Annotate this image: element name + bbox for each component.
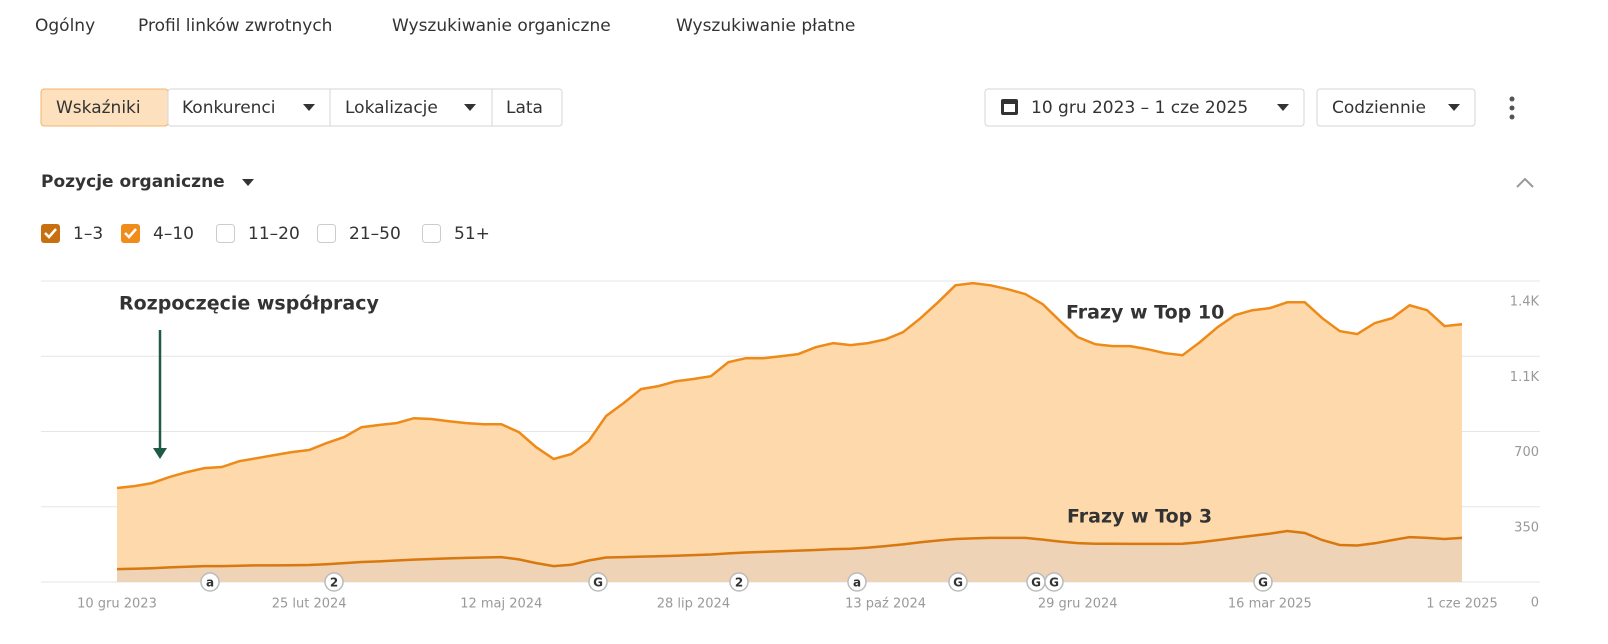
tab[interactable]: Wyszukiwanie płatne (676, 16, 855, 36)
event-label: G (1258, 576, 1268, 590)
filter-label: 11–20 (248, 224, 300, 244)
caret (303, 104, 315, 111)
checkbox[interactable] (422, 224, 441, 243)
tab[interactable]: Ogólny (35, 16, 95, 36)
x-tick-label: 29 gru 2024 (1038, 597, 1118, 612)
event-marker[interactable] (847, 572, 867, 592)
event-label: G (1031, 576, 1041, 590)
event-label: G (953, 576, 963, 590)
annotation-arrowhead (153, 448, 167, 459)
filter-button[interactable]: Konkurenci (182, 98, 276, 118)
caret (1448, 104, 1460, 111)
filter-label: 21–50 (349, 224, 401, 244)
event-marker[interactable] (1044, 572, 1064, 592)
interval[interactable]: Codziennie (1332, 98, 1426, 118)
filter-button[interactable]: Lokalizacje (345, 98, 438, 118)
caret (464, 104, 476, 111)
x-tick-label: 13 paź 2024 (845, 597, 926, 612)
y-tick-label: 1.1K (1510, 370, 1540, 385)
series-label: Frazy w Top 10 (1066, 302, 1224, 324)
x-tick-label: 12 maj 2024 (460, 597, 542, 612)
event-label: a (853, 576, 861, 590)
annotation: Rozpoczęcie współpracy (119, 293, 380, 315)
x-tick-label: 16 mar 2025 (1228, 597, 1312, 612)
x-tick-label: 25 lut 2024 (272, 597, 347, 612)
checkbox[interactable] (216, 224, 235, 243)
y-tick-label: 700 (1514, 445, 1539, 460)
series-label: Frazy w Top 3 (1067, 506, 1212, 528)
event-marker[interactable] (200, 572, 220, 592)
caret (242, 179, 254, 186)
event-marker[interactable] (948, 572, 968, 592)
caret (1277, 104, 1289, 111)
y-tick-label: 350 (1514, 520, 1539, 535)
checkmark (124, 228, 137, 239)
event-marker[interactable] (588, 572, 608, 592)
collapse-icon[interactable] (1516, 177, 1534, 188)
line (116, 529, 1463, 571)
tab[interactable]: Wyszukiwanie organiczne (392, 16, 611, 36)
event-label: 2 (735, 576, 743, 590)
y-tick-label: 0 (1531, 596, 1539, 611)
more-menu[interactable] (1509, 96, 1515, 120)
event-label: G (593, 576, 603, 590)
event-label: G (1049, 576, 1059, 590)
area (117, 283, 1462, 582)
event-marker[interactable] (324, 572, 344, 592)
event-label: a (206, 576, 214, 590)
event-marker[interactable] (729, 572, 749, 592)
filter-label: 4–10 (153, 224, 194, 244)
line (116, 281, 1463, 490)
date-button[interactable] (984, 88, 1305, 127)
x-tick-label: 1 cze 2025 (1426, 597, 1498, 612)
area (117, 531, 1462, 582)
interval-button[interactable] (1316, 88, 1476, 127)
filter-label: 51+ (454, 224, 490, 244)
tab[interactable]: Profil linków zwrotnych (138, 16, 332, 36)
event-label: 2 (330, 576, 338, 590)
x-tick-label: 10 gru 2023 (77, 597, 157, 612)
filter-button[interactable]: Wskaźniki (56, 98, 141, 118)
calendar-icon (1004, 104, 1015, 112)
checkbox[interactable] (317, 224, 336, 243)
button-group (167, 88, 563, 127)
filter-button[interactable]: Lata (506, 98, 543, 118)
date-range[interactable]: 10 gru 2023 – 1 cze 2025 (1031, 98, 1248, 118)
filter-label: 1–3 (73, 224, 103, 244)
x-tick-label: 28 lip 2024 (657, 597, 730, 612)
checkmark (44, 228, 57, 239)
event-marker[interactable] (1253, 572, 1273, 592)
section-title[interactable]: Pozycje organiczne (41, 172, 225, 192)
y-tick-label: 1.4K (1510, 295, 1540, 310)
